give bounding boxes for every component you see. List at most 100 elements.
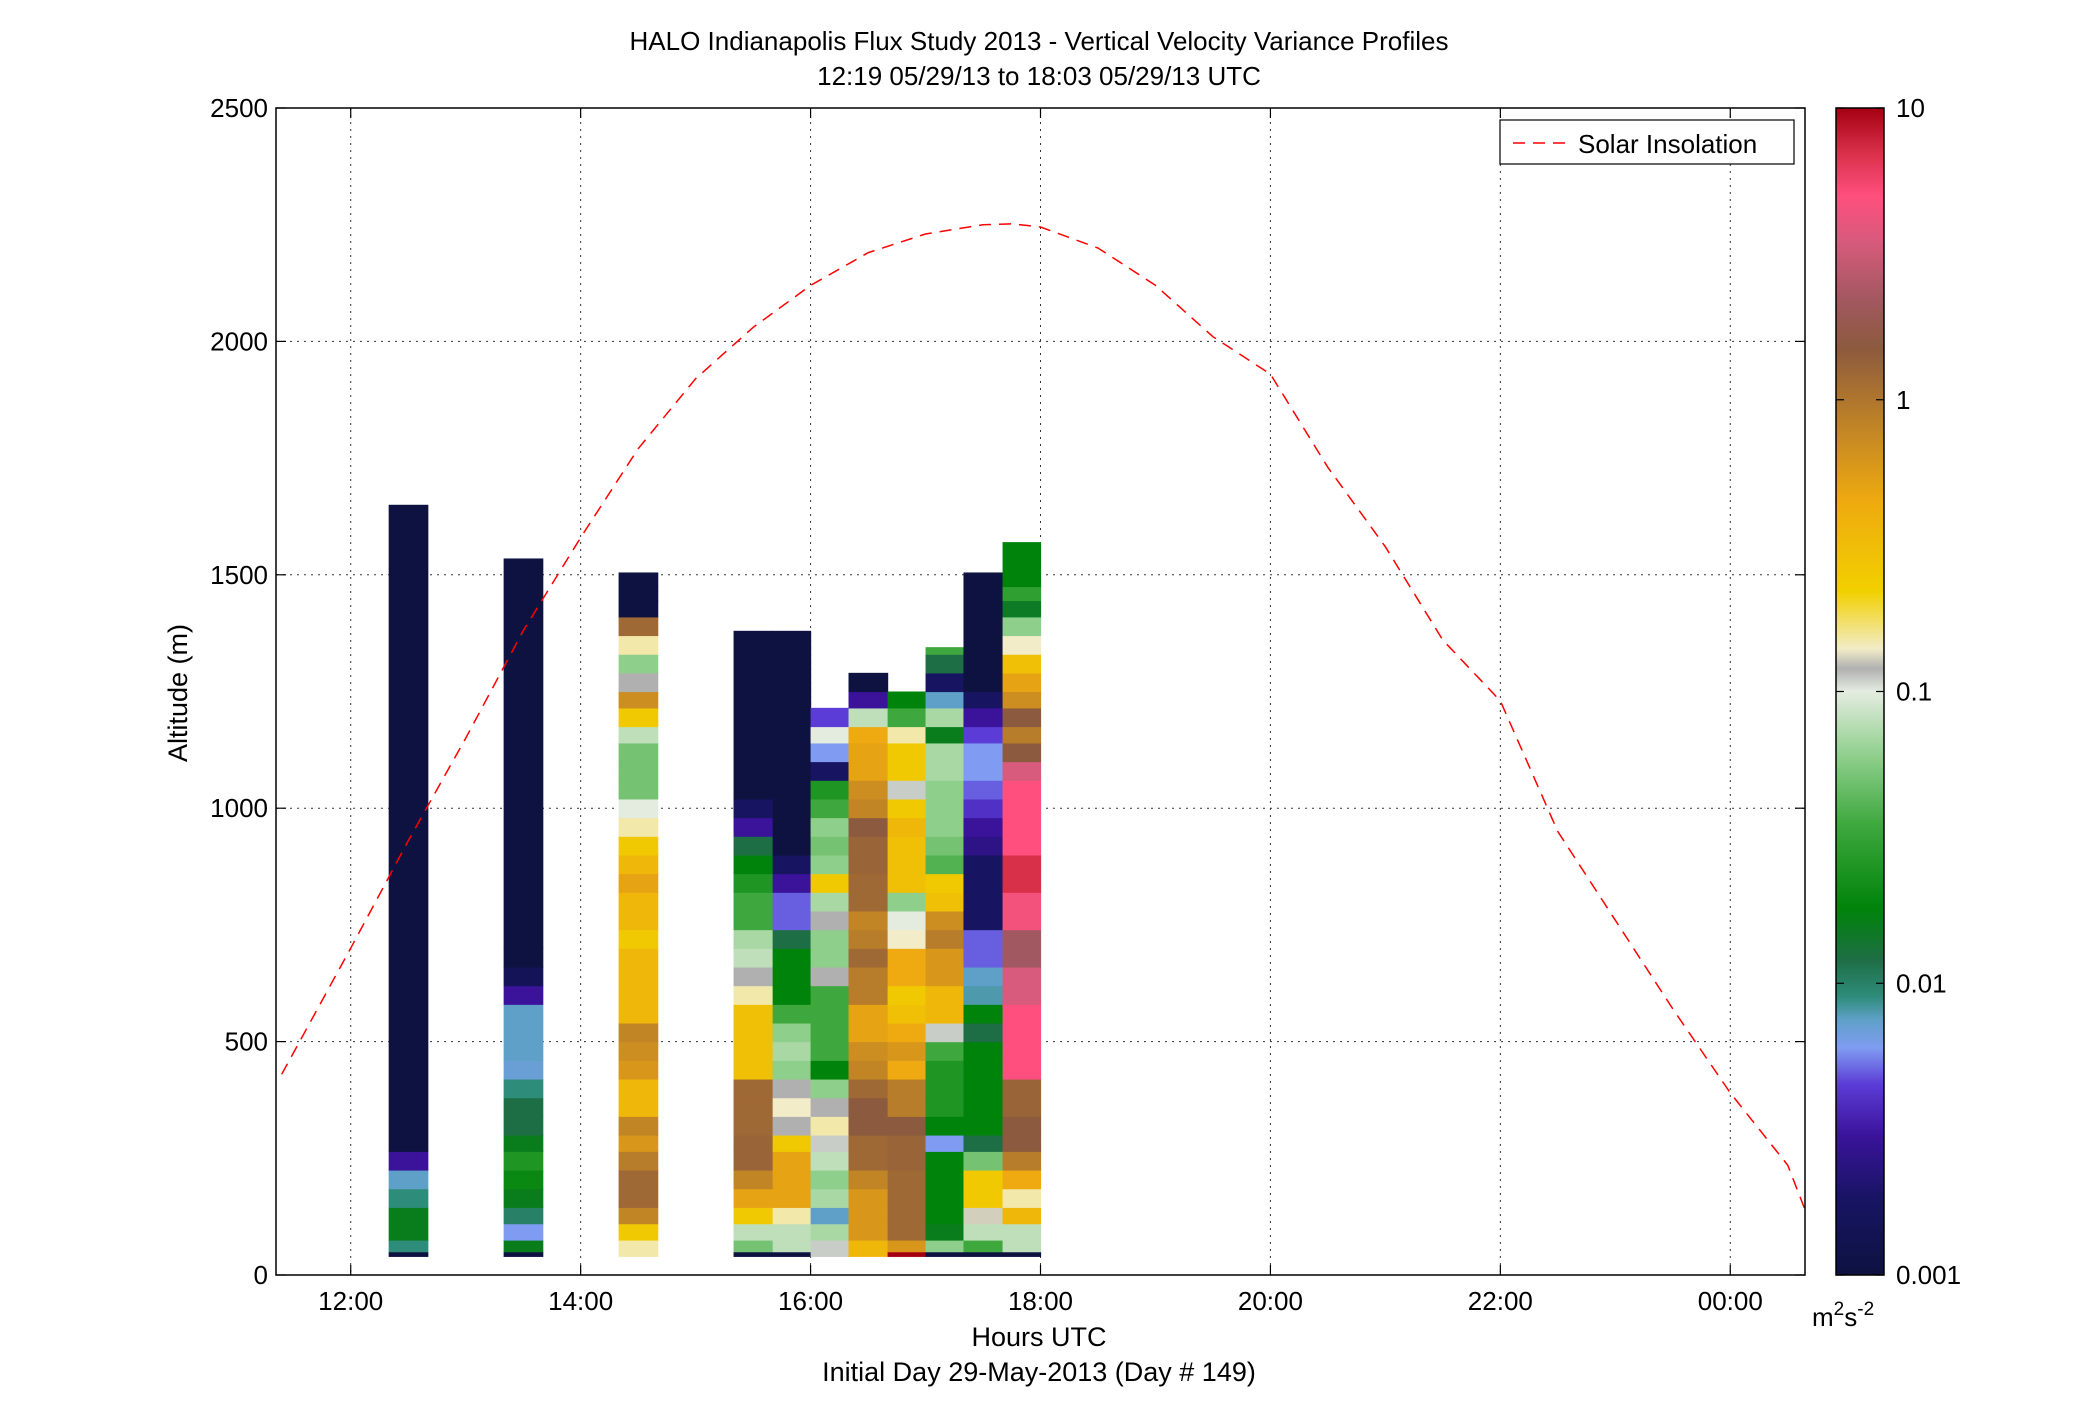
heatmap-cell [1002,817,1042,837]
heatmap-cell [887,1004,927,1024]
heatmap-cell [925,742,965,763]
heatmap-cell [388,1169,429,1190]
heatmap-cell [618,873,659,893]
heatmap-cell [848,1223,889,1241]
heatmap-cell [887,726,927,744]
heatmap-cell [887,817,927,837]
heatmap-cell [848,1060,889,1080]
heatmap-cell [1002,600,1042,618]
heatmap-cell [503,1151,544,1171]
heatmap-cell [618,1207,659,1225]
heatmap-cell [1002,854,1042,875]
colorbar-tick-label: 0.01 [1896,968,1947,998]
heatmap-cell [810,1097,850,1117]
heatmap-cell [618,635,659,655]
heatmap-cell [925,654,965,674]
heatmap-cell [887,1169,927,1190]
heatmap-cell [887,910,927,931]
heatmap-cell [503,1078,544,1099]
heatmap-cell [733,836,774,856]
heatmap-cell [887,1251,927,1257]
heatmap-cell [810,910,850,931]
heatmap-cell [848,1134,889,1152]
heatmap-cell [618,836,659,856]
heatmap-cell [618,616,659,637]
heatmap-cell [848,780,889,800]
heatmap-cell [848,1078,889,1099]
heatmap-cell [963,892,1004,912]
heatmap-cell [618,672,659,693]
heatmap-cell [887,798,927,819]
heatmap-cell [618,966,659,987]
heatmap-cell [772,1251,812,1257]
heatmap-cell [963,1116,1004,1136]
heatmap-cell [925,1207,965,1225]
heatmap-cell [925,985,965,1005]
heatmap-cell [810,707,850,728]
heatmap-cell [925,1097,965,1117]
heatmap-cell [925,1151,965,1171]
heatmap-cell [1002,780,1042,800]
heatmap-cell [733,892,774,912]
heatmap-cell [503,985,544,1005]
heatmap-cell [1002,929,1042,949]
heatmap-cell [963,1151,1004,1171]
solar-insolation-line [281,223,1806,1210]
heatmap-cell [963,572,1004,588]
heatmap-cell [887,1207,927,1225]
heatmap-cell [618,1097,659,1117]
heatmap-cell [503,1169,544,1190]
heatmap-cell [503,558,544,949]
heatmap-cell [925,1134,965,1152]
heatmap-cell [887,1188,927,1208]
colorbar-tick-label: 10 [1896,93,1925,123]
heatmap-cell [1002,672,1042,693]
heatmap-cell [963,873,1004,893]
heatmap-cell [388,1239,429,1253]
heatmap-cell [848,1169,889,1190]
heatmap-cell [810,966,850,987]
heatmap-cell [887,1151,927,1171]
heatmap-cell [1002,985,1042,1005]
heatmap-cell [772,1078,812,1099]
heatmap-cell [925,798,965,819]
heatmap-cell [733,1116,774,1136]
heatmap-cell [772,1004,812,1024]
heatmap-cell [772,910,812,931]
legend-label-solar-insolation: Solar Insolation [1578,129,1757,159]
heatmap-cell [925,966,965,987]
heatmap-cell [1002,691,1042,709]
heatmap-cell [887,1041,927,1061]
heatmap-cell [848,691,889,709]
heatmap-cell [503,966,544,987]
heatmap-cell [618,691,659,709]
heatmap-cell [963,929,1004,949]
heatmap-cell [925,707,965,728]
heatmap-cell [503,1223,544,1241]
y-axis-label: Altitude (m) [163,624,193,762]
heatmap-cell [618,707,659,728]
heatmap-cell [503,1188,544,1208]
heatmap-cell [810,1004,850,1024]
x-tick-label: 14:00 [548,1286,613,1316]
heatmap-cell [733,1078,774,1099]
heatmap-cell [810,780,850,800]
heatmap-cell [733,630,774,800]
heatmap-cell [925,761,965,781]
heatmap-cell [848,892,889,912]
heatmap-cell [963,948,1004,968]
heatmap-cell [733,1097,774,1117]
heatmap-cell [733,929,774,949]
heatmap-cell [925,1169,965,1190]
heatmap-cell [1002,586,1042,602]
solar-insolation-layer [281,223,1806,1210]
heatmap-cell [925,1041,965,1061]
heatmap-cell [810,1041,850,1061]
heatmap-cell [1002,910,1042,931]
x-tick-label: 22:00 [1468,1286,1533,1316]
heatmap-cell [810,1188,850,1208]
heatmap-cell [848,1004,889,1024]
heatmap-cell [1002,1188,1042,1208]
heatmap-cell [1002,798,1042,819]
heatmap-cell [963,672,1004,693]
